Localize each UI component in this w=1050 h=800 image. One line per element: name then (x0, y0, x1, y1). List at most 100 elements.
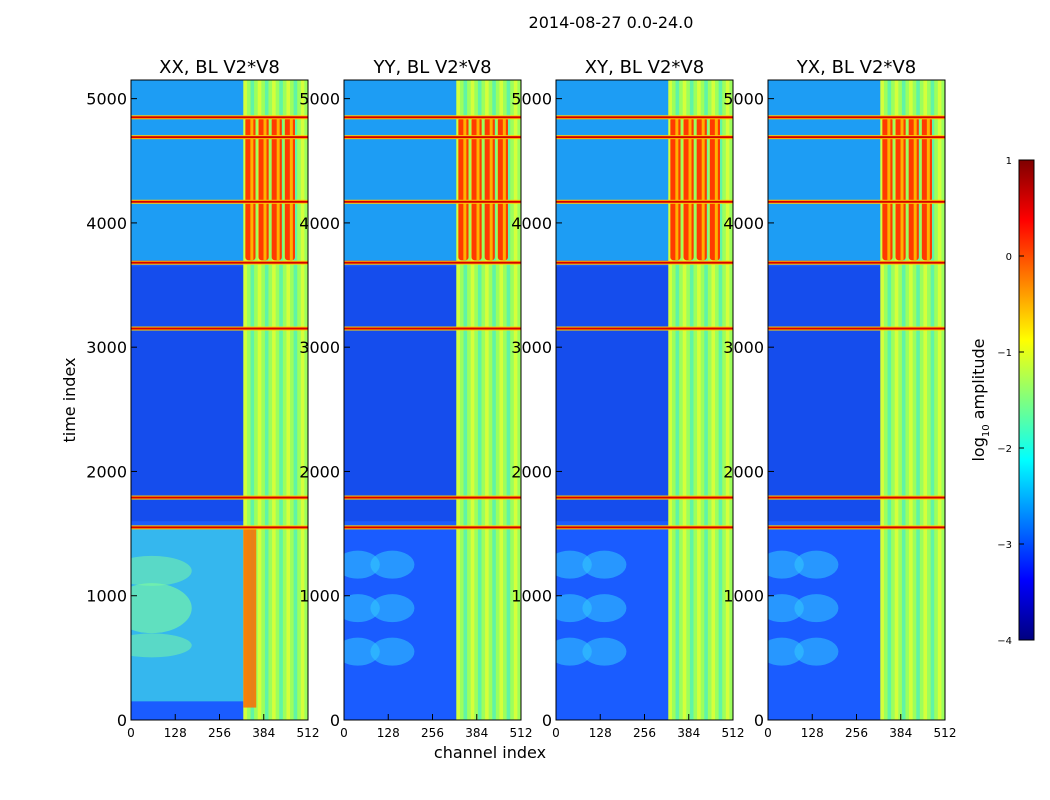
x-tick-label: 128 (377, 726, 400, 740)
heatmap-blob (768, 637, 804, 666)
rfi-row-core (556, 327, 733, 330)
channel-stripe (470, 80, 475, 720)
y-tick-label: 5000 (299, 90, 340, 109)
colorbar-label-main: log (969, 437, 988, 461)
heatmap-panels: XX, BL V2*V8 0 128 256 384 512 0 1000 2000 3000 40… (86, 57, 956, 740)
x-tick-label: 0 (127, 726, 135, 740)
channel-stripe (718, 80, 723, 720)
x-tick-label: 0 (552, 726, 560, 740)
x-tick-label: 256 (633, 726, 656, 740)
heatmap-blob (794, 637, 839, 666)
channel-stripe (279, 80, 283, 720)
high-activity-highlight (887, 117, 891, 261)
rfi-row-core (768, 116, 945, 119)
heatmap-body (344, 80, 521, 720)
channel-stripe (243, 80, 247, 720)
y-tick-label: 4000 (299, 214, 340, 233)
rfi-row-core (768, 136, 945, 139)
heatmap-panel: YY, BL V2*V8 0 128 256 384 512 0 1000 2000 3000 40… (299, 57, 532, 740)
channel-stripe (257, 80, 262, 720)
heatmap-panel: XY, BL V2*V8 0 128 256 384 512 0 1000 2000 3000 40… (511, 57, 744, 740)
rfi-row-core (556, 526, 733, 529)
rfi-row-core (344, 327, 521, 330)
rfi-row-core (768, 327, 945, 330)
y-tick-label: 1000 (86, 587, 127, 606)
channel-stripe (937, 80, 942, 720)
rfi-row-core (344, 526, 521, 529)
channel-stripe (300, 80, 305, 720)
high-activity-highlight (502, 117, 506, 261)
x-axis-label: channel index (434, 743, 546, 762)
panel-title: YY, BL V2*V8 (372, 57, 491, 78)
colorbar-tick-label: 1 (1006, 156, 1012, 167)
y-tick-label: 5000 (511, 90, 552, 109)
channel-stripe (880, 80, 884, 720)
x-tick-label: 512 (934, 726, 957, 740)
high-activity-highlight (900, 117, 904, 261)
x-tick-label: 512 (722, 726, 745, 740)
colorbar-gradient (1018, 159, 1035, 641)
x-tick-label: 128 (164, 726, 187, 740)
y-tick-label: 3000 (299, 338, 340, 357)
rfi-row-core (768, 496, 945, 499)
heatmap-body (768, 80, 945, 720)
high-activity-highlight (476, 117, 480, 261)
channel-stripe (492, 80, 496, 720)
x-tick-label: 512 (297, 726, 320, 740)
high-activity-highlight (926, 117, 930, 261)
channel-stripe (894, 80, 899, 720)
rfi-row-core (131, 200, 308, 203)
rfi-row-core (768, 261, 945, 264)
heatmap-blob (582, 637, 627, 666)
y-tick-label: 3000 (511, 338, 552, 357)
heatmap-blob (582, 594, 627, 623)
heatmap-blob (556, 594, 592, 623)
heatmap-body (556, 80, 733, 720)
high-activity-highlight (675, 117, 679, 261)
rfi-row-core (131, 116, 308, 119)
rfi-row-core (344, 261, 521, 264)
channel-stripe (485, 80, 489, 720)
panel-title: XY, BL V2*V8 (585, 57, 704, 78)
colorbar-ticks: 1 0 −1 −2 −3 −4 (997, 156, 1024, 647)
heatmap-blob (794, 594, 839, 623)
y-tick-label: 0 (754, 711, 764, 730)
y-tick-label: 2000 (511, 462, 552, 481)
panel-title: XX, BL V2*V8 (159, 57, 280, 78)
rfi-row-core (556, 116, 733, 119)
rfi-row-core (556, 496, 733, 499)
y-tick-label: 1000 (511, 587, 552, 606)
colorbar-tick-label: −2 (997, 444, 1012, 455)
y-tick-label: 4000 (723, 214, 764, 233)
y-tick-label: 4000 (511, 214, 552, 233)
channel-stripe (675, 80, 680, 720)
channel-stripe (477, 80, 482, 720)
channel-stripe (930, 80, 935, 720)
heatmap-blob (582, 550, 627, 579)
heatmap-blob (794, 550, 839, 579)
x-tick-label: 384 (465, 726, 488, 740)
channel-stripe (499, 80, 504, 720)
channel-stripe (697, 80, 701, 720)
rfi-row-core (556, 200, 733, 203)
high-activity-highlight (489, 117, 493, 261)
heatmap-blob (370, 550, 415, 579)
x-tick-label: 384 (252, 726, 275, 740)
high-activity-highlight (263, 117, 267, 261)
rfi-row-core (131, 261, 308, 264)
x-tick-label: 128 (801, 726, 824, 740)
heatmap-body (131, 80, 308, 720)
heatmap-blob (370, 637, 415, 666)
x-tick-label: 256 (208, 726, 231, 740)
heatmap-blob (556, 550, 592, 579)
high-activity-highlight (701, 117, 705, 261)
x-tick-label: 128 (589, 726, 612, 740)
rfi-row-core (131, 526, 308, 529)
channel-stripe (668, 80, 672, 720)
heatmap-panel: XX, BL V2*V8 0 128 256 384 512 0 1000 2000 3000 40… (86, 57, 319, 740)
y-tick-label: 2000 (299, 462, 340, 481)
colorbar-tick-label: 0 (1006, 252, 1012, 263)
heatmap-blob (556, 637, 592, 666)
x-tick-label: 384 (889, 726, 912, 740)
